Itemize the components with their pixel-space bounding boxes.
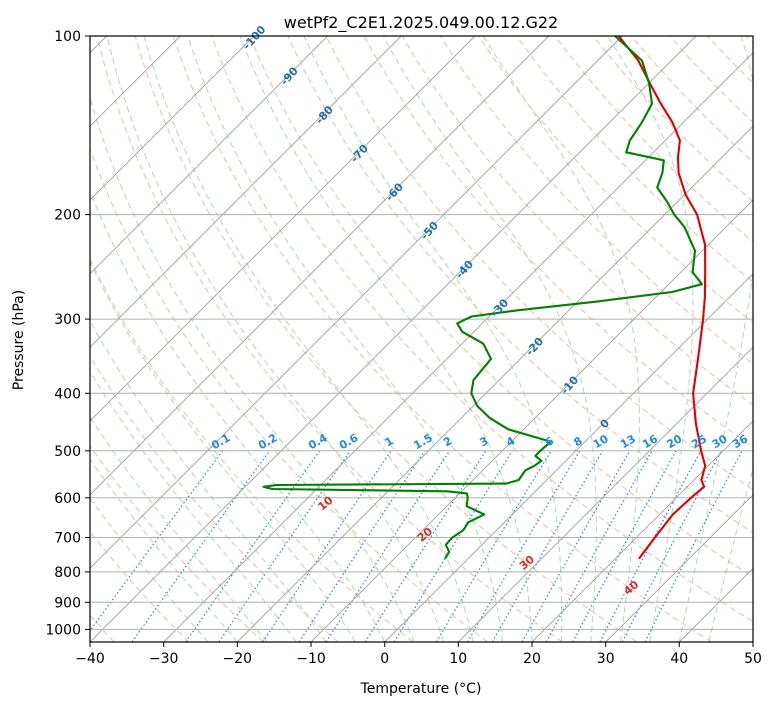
chart-title: wetPf2_C2E1.2025.049.00.12.G22 bbox=[284, 13, 558, 33]
y-tick-label: 400 bbox=[54, 386, 81, 402]
y-tick-label: 600 bbox=[54, 491, 81, 507]
x-axis: −40 −30 −20 −10 0 10 20 30 40 50 bbox=[75, 642, 762, 667]
mixing-ratio-line bbox=[545, 450, 653, 642]
mixing-ratio-line bbox=[131, 450, 271, 642]
dewpoint-line bbox=[262, 36, 703, 560]
isotherm-line bbox=[90, 36, 550, 496]
moist-adiabat-line bbox=[143, 36, 474, 642]
mixing-ratio-line bbox=[599, 450, 702, 642]
moist-adiabat-line bbox=[90, 319, 327, 642]
isotherm-line bbox=[90, 36, 329, 275]
mixing-ratio-line bbox=[218, 450, 351, 642]
x-tick-label: 20 bbox=[523, 651, 541, 667]
y-tick-label: 300 bbox=[54, 312, 81, 328]
mixing-ratio-line bbox=[364, 450, 487, 642]
background-lines bbox=[90, 36, 753, 642]
isotherm-line bbox=[90, 36, 697, 642]
y-tick-label: 500 bbox=[54, 444, 81, 460]
y-axis-label: Pressure (hPa) bbox=[11, 290, 27, 390]
x-axis-label: Temperature (°C) bbox=[360, 681, 482, 697]
y-tick-label: 800 bbox=[54, 565, 81, 581]
mixing-ratio-line bbox=[325, 450, 451, 642]
x-tick-label: −20 bbox=[223, 651, 253, 667]
x-tick-label: 10 bbox=[449, 651, 467, 667]
isotherm-line bbox=[310, 199, 753, 642]
dry-adiabat-line bbox=[325, 36, 753, 491]
dry-adiabat-line bbox=[516, 36, 753, 283]
moist-adiabat-line bbox=[239, 36, 533, 642]
dry-adiabat-line bbox=[249, 36, 753, 578]
isotherm-line bbox=[457, 346, 753, 642]
moist-adiabat-line bbox=[382, 36, 597, 642]
mixing-ratio-line bbox=[572, 450, 677, 642]
x-tick-label: −40 bbox=[75, 651, 105, 667]
moist-adiabat-line bbox=[482, 36, 640, 642]
dry-adiabat-line bbox=[90, 444, 264, 642]
isotherm-line bbox=[90, 36, 255, 201]
isotherm-line bbox=[90, 36, 402, 348]
isotherm-line bbox=[163, 52, 753, 642]
dry-adiabat-line bbox=[90, 354, 339, 642]
plot-frame bbox=[89, 35, 754, 643]
moist-adiabat-line bbox=[187, 36, 503, 642]
mixing-ratio-line bbox=[521, 450, 631, 642]
y-tick-label: 200 bbox=[54, 208, 81, 224]
dry-adiabat-line bbox=[287, 36, 753, 534]
mixing-ratio-line bbox=[262, 450, 392, 642]
isotherm-line bbox=[90, 36, 476, 422]
dry-adiabat-line bbox=[211, 36, 753, 623]
y-tick-label: 1000 bbox=[45, 622, 81, 638]
isotherm-line bbox=[605, 494, 753, 642]
temperature-line bbox=[617, 36, 707, 560]
mixing-ratio-line bbox=[298, 450, 426, 642]
dry-adiabat-line bbox=[172, 36, 712, 642]
isotherm-line bbox=[531, 420, 753, 642]
dry-adiabat-line bbox=[96, 36, 563, 642]
dry-adiabat-line bbox=[134, 36, 638, 642]
isotherm-line bbox=[90, 36, 623, 569]
x-tick-label: 50 bbox=[744, 651, 762, 667]
mixing-ratio-line bbox=[644, 450, 743, 642]
y-tick-label: 100 bbox=[54, 29, 81, 45]
moist-adiabat-line bbox=[90, 370, 297, 642]
dry-adiabat-line bbox=[90, 257, 414, 642]
y-axis: 100 200 300 400 500 600 700 800 900 1000 bbox=[45, 29, 90, 638]
profile-lines bbox=[262, 36, 707, 560]
y-tick-label: 900 bbox=[54, 595, 81, 611]
mixing-ratio-line bbox=[435, 450, 552, 642]
y-tick-label: 700 bbox=[54, 531, 81, 547]
moist-adiabat-line bbox=[106, 36, 445, 642]
moist-adiabat-line bbox=[90, 416, 268, 642]
grid bbox=[90, 36, 753, 642]
x-tick-label: 40 bbox=[670, 651, 688, 667]
isotherm-line bbox=[384, 273, 753, 642]
moist-adiabat-line bbox=[90, 458, 238, 642]
mixing-ratio-line bbox=[185, 450, 321, 642]
moist-adiabat-line bbox=[90, 189, 386, 642]
x-tick-label: −10 bbox=[296, 651, 326, 667]
moist-adiabat-line bbox=[303, 36, 563, 642]
x-tick-label: 30 bbox=[597, 651, 615, 667]
mixing-ratio-line bbox=[90, 450, 224, 632]
moist-adiabat-line bbox=[607, 36, 694, 642]
moist-adiabat-line bbox=[90, 497, 209, 642]
moist-adiabat-line bbox=[90, 95, 415, 642]
moist-adiabat-line bbox=[90, 260, 356, 642]
moist-adiabat-line bbox=[708, 466, 753, 642]
x-tick-label: 0 bbox=[380, 651, 389, 667]
moist-adiabat-line bbox=[678, 36, 753, 642]
isotherm-line bbox=[236, 125, 753, 642]
x-tick-label: −30 bbox=[149, 651, 179, 667]
